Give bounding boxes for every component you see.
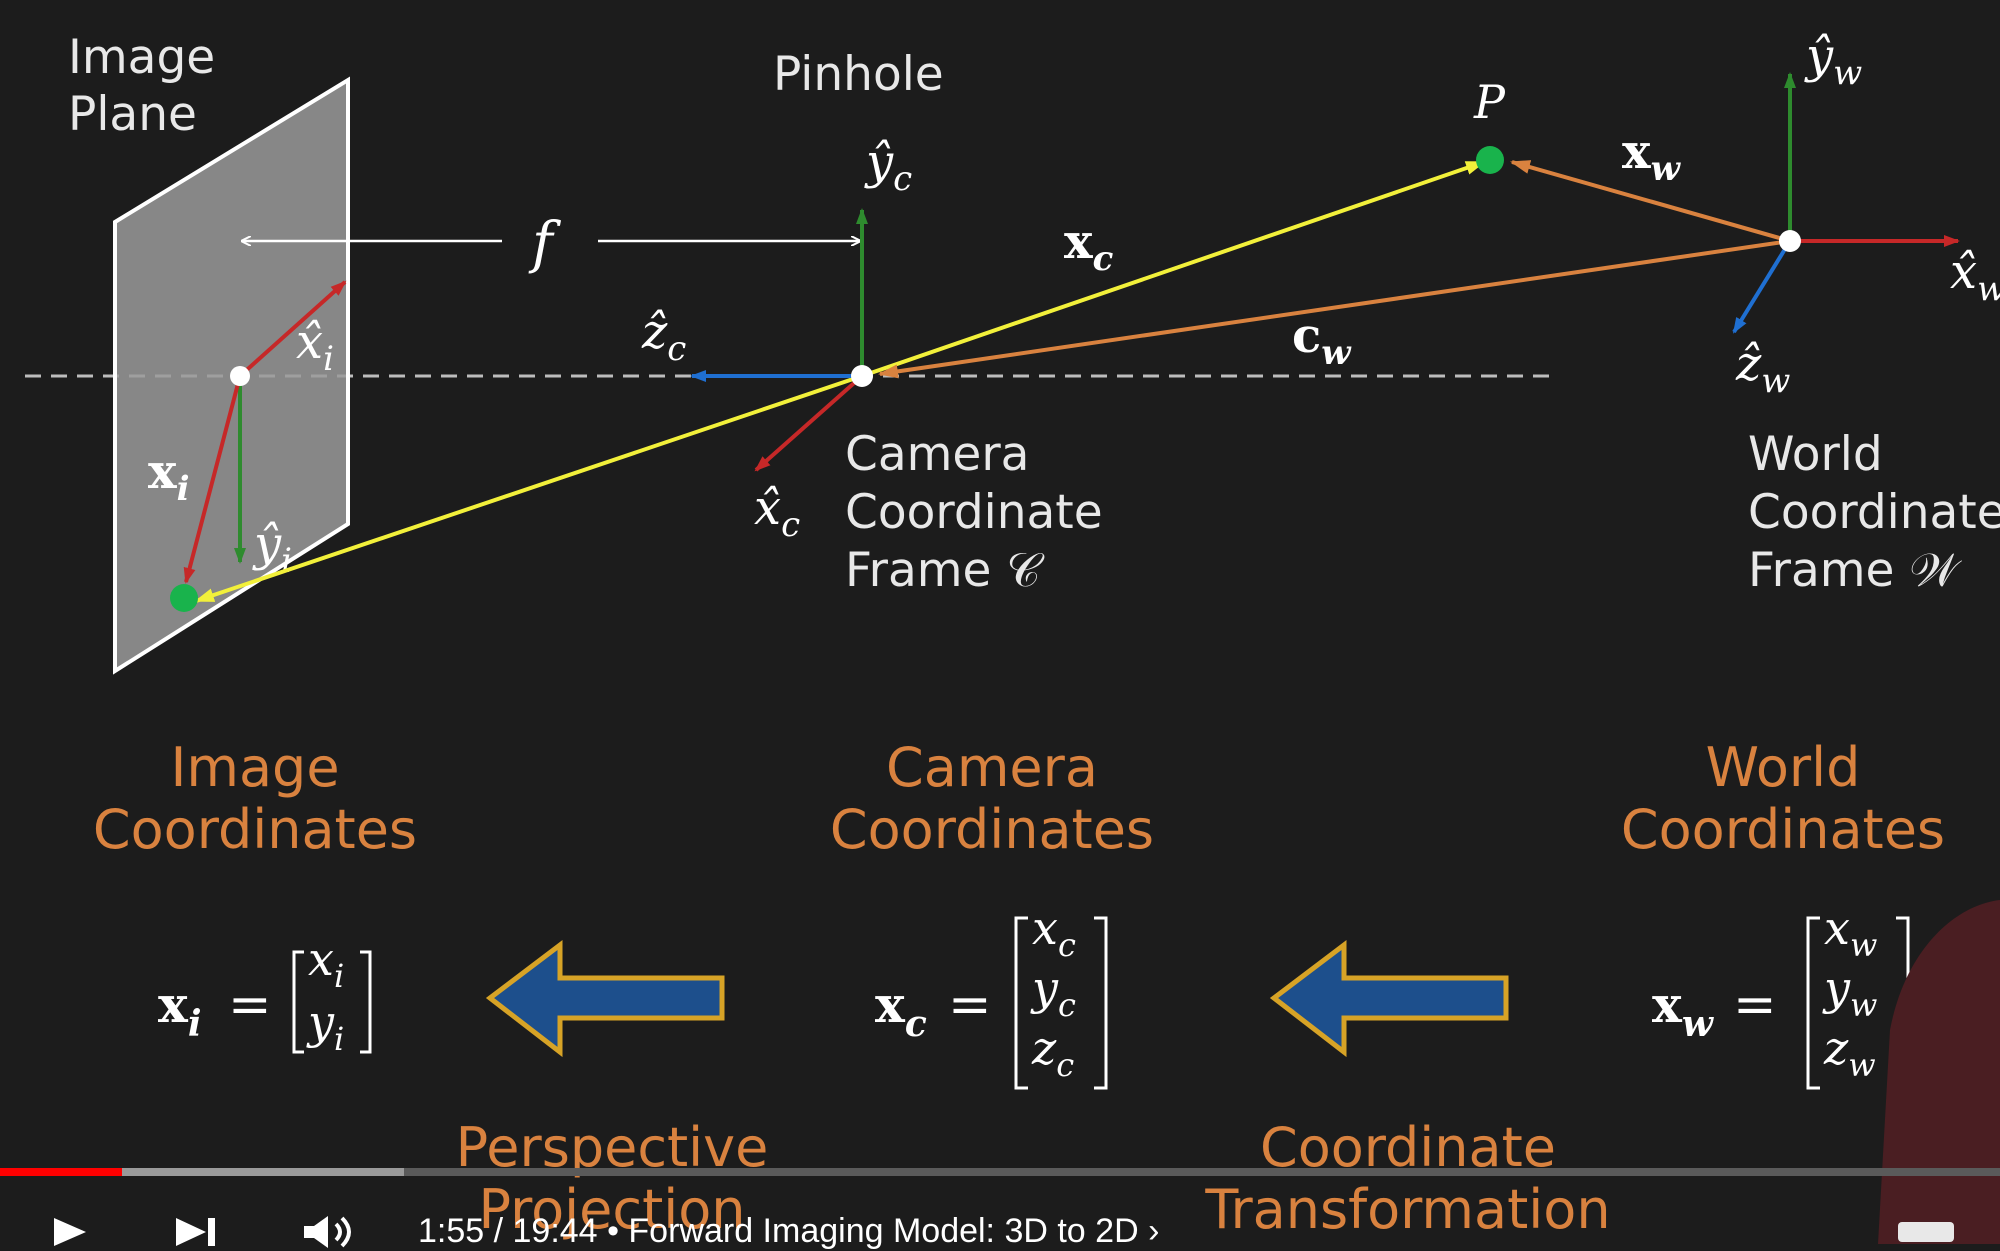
image-x-axis <box>238 280 347 378</box>
camera-x-axis <box>754 374 864 472</box>
svg-text:zw: zw <box>1823 1021 1876 1084</box>
point-p-label: P <box>1473 75 1506 129</box>
vector-cw-label: cw <box>1292 308 1352 373</box>
world-origin <box>1779 230 1801 252</box>
projection-ray-image <box>194 374 863 603</box>
world-z-axis <box>1732 239 1792 334</box>
progress-buffered <box>0 1168 404 1176</box>
next-icon[interactable] <box>172 1216 220 1248</box>
svg-text:xw: xw <box>1652 975 1715 1045</box>
svg-text:xc: xc <box>875 975 927 1045</box>
time-and-chapter[interactable]: 1:55 / 19:44 • Forward Imaging Model: 3D… <box>418 1212 1159 1251</box>
progress-bar[interactable] <box>0 1168 2000 1176</box>
image-equation: xi = xi yi <box>158 932 372 1058</box>
image-point-vector <box>183 375 242 584</box>
svg-text:zc: zc <box>1031 1021 1074 1084</box>
video-player-controls: 1:55 / 19:44 • Forward Imaging Model: 3D… <box>0 1168 2000 1250</box>
transformation-arrow <box>1269 939 1509 1058</box>
world-coordinates-heading: World Coordinates <box>1621 736 1945 861</box>
chevron-right-icon: › <box>1148 1212 1160 1250</box>
presenter-silhouette <box>1878 900 2000 1244</box>
world-y-axis-label: ŷw <box>1804 28 1862 93</box>
camera-frame-label: Camera Coordinate Frame 𝒞 <box>845 427 1103 598</box>
time-readout: 1:55 / 19:44 <box>418 1212 598 1250</box>
vector-xw <box>1510 160 1791 243</box>
play-icon[interactable] <box>50 1216 90 1248</box>
projection-ray-camera <box>861 160 1486 378</box>
camera-z-axis-label: ẑc <box>641 304 686 369</box>
image-point <box>170 584 198 612</box>
focal-length-label: f <box>528 211 562 276</box>
camera-x-axis-label: x̂c <box>754 480 800 545</box>
vector-xw-label: xw <box>1622 124 1682 189</box>
pinhole-point <box>851 365 873 387</box>
world-frame-label: World Coordinate Frame 𝒲 <box>1748 427 2000 598</box>
svg-text:xc: xc <box>1032 901 1076 964</box>
world-x-axis-label: x̂w <box>1950 244 2000 309</box>
image-y-axis-label: ŷi <box>252 516 292 581</box>
svg-text:xw: xw <box>1824 901 1877 964</box>
settings-toggle-icon[interactable] <box>1896 1218 1956 1244</box>
svg-text:xi: xi <box>308 932 344 995</box>
scene-point-p <box>1476 146 1504 174</box>
svg-text:xi: xi <box>158 975 202 1045</box>
vector-xc-label: xc <box>1064 214 1114 279</box>
svg-text:yw: yw <box>1822 961 1877 1024</box>
svg-text:yi: yi <box>306 995 344 1058</box>
svg-text:=: = <box>1733 975 1777 1035</box>
progress-played <box>0 1168 122 1176</box>
chapter-title: • Forward Imaging Model: 3D to 2D <box>607 1212 1139 1250</box>
svg-text:yc: yc <box>1030 961 1076 1024</box>
perspective-arrow <box>485 939 725 1058</box>
image-plane-label: Image Plane <box>68 30 215 142</box>
camera-y-axis-label: ŷc <box>864 134 912 199</box>
svg-text:=: = <box>948 975 992 1035</box>
world-z-axis-label: ẑw <box>1735 336 1790 401</box>
camera-equation: xc = xc yc zc <box>875 901 1108 1090</box>
pinhole-label: Pinhole <box>773 47 944 102</box>
vector-xi-label: xi <box>148 444 190 509</box>
image-coordinates-heading: Image Coordinates <box>93 736 417 861</box>
image-plane-origin <box>230 366 250 386</box>
svg-text:=: = <box>228 975 272 1035</box>
vector-cw <box>878 239 1791 379</box>
volume-icon[interactable] <box>300 1214 360 1250</box>
camera-coordinates-heading: Camera Coordinates <box>830 736 1154 861</box>
image-x-axis-label: x̂i <box>296 314 334 379</box>
world-equation: xw = xw yw zw <box>1652 901 1910 1090</box>
